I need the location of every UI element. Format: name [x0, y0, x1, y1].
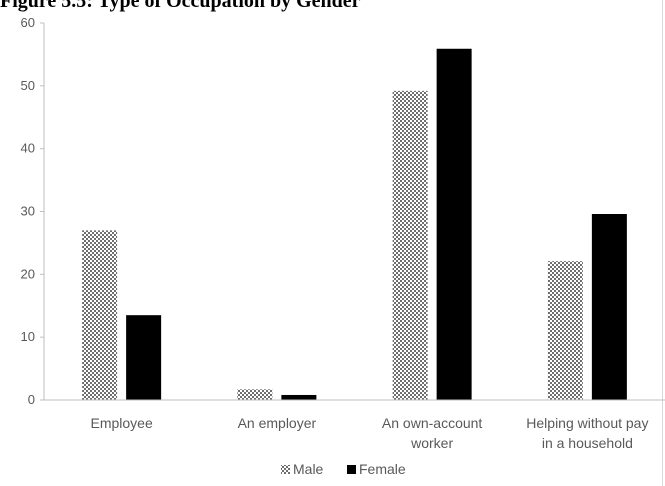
figure-title: Figure 5.5: Type of Occupation by Gender	[0, 0, 361, 12]
y-tick-label: 60	[21, 15, 35, 30]
y-tick-label: 50	[21, 78, 35, 93]
y-tick-label: 30	[21, 204, 35, 219]
x-category-label: in a household	[542, 435, 633, 451]
x-category-label: An employer	[238, 415, 317, 431]
x-category-label: worker	[410, 435, 453, 451]
bar-female-0	[126, 315, 162, 400]
legend-label-male: Male	[293, 461, 324, 477]
bar-male-0	[82, 230, 118, 400]
y-tick-label: 40	[21, 141, 35, 156]
bar-male-2	[392, 90, 428, 401]
y-tick-label: 10	[21, 329, 35, 344]
legend-swatch-male	[281, 465, 290, 474]
y-axis: 0 10 20 30 40 50 60	[21, 15, 45, 407]
legend: Male Female	[281, 461, 406, 477]
bar-female-2	[436, 48, 472, 401]
x-axis: Employee An employer An own-account worker H…	[44, 399, 665, 451]
legend-label-female: Female	[359, 461, 406, 477]
y-tick-label: 0	[28, 392, 35, 407]
bar-male-3	[547, 261, 583, 400]
x-category-label: Helping without pay	[526, 415, 648, 431]
x-category-label: Employee	[90, 415, 152, 431]
bar-female-3	[591, 214, 627, 400]
y-tick-label: 20	[21, 266, 35, 281]
bar-female-1	[281, 394, 317, 400]
chart-frame-right-edge	[662, 0, 663, 486]
bar-male-1	[237, 389, 273, 400]
bars	[82, 48, 627, 401]
legend-swatch-female	[347, 465, 356, 474]
x-category-label: An own-account	[382, 415, 483, 431]
